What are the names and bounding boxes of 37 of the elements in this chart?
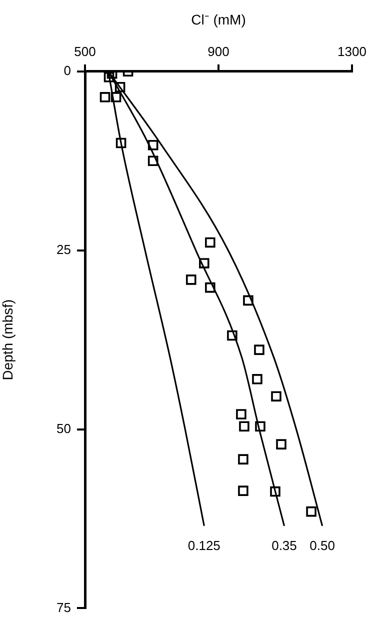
point (254, 344, 264, 355)
point (255, 421, 266, 432)
point (148, 156, 158, 166)
point (227, 330, 238, 341)
point (186, 274, 196, 285)
point (106, 71, 118, 79)
point (100, 92, 110, 102)
x-tick-label: 900 (208, 44, 230, 60)
y-tick-label: 0 (64, 62, 71, 78)
point (276, 439, 286, 450)
series-label: 0.50 (310, 538, 335, 553)
point (116, 138, 126, 148)
point (199, 258, 210, 268)
point (114, 82, 126, 92)
point (270, 486, 280, 497)
point (271, 391, 282, 402)
y-axis-title: Depth (mbsf) (0, 299, 16, 380)
y-tick-label: 75 (56, 600, 71, 615)
x-tick-label: 1300 (338, 44, 366, 60)
point (205, 282, 216, 293)
x-axis-title: Cl⁻ (mM) (191, 11, 246, 28)
y-tick-label: 25 (56, 242, 71, 257)
point (306, 506, 316, 517)
point (104, 72, 114, 82)
point (110, 92, 122, 102)
point (243, 295, 254, 306)
y-tick-label: 50 (56, 420, 71, 436)
point (239, 421, 250, 432)
point (252, 374, 262, 384)
point (148, 140, 158, 150)
point (205, 237, 216, 248)
series-label: 0.125 (188, 538, 220, 553)
x-tick-label: 500 (74, 44, 96, 60)
series-label: 0.35 (272, 538, 297, 553)
point (238, 454, 248, 464)
point (236, 409, 246, 420)
point (238, 486, 248, 496)
